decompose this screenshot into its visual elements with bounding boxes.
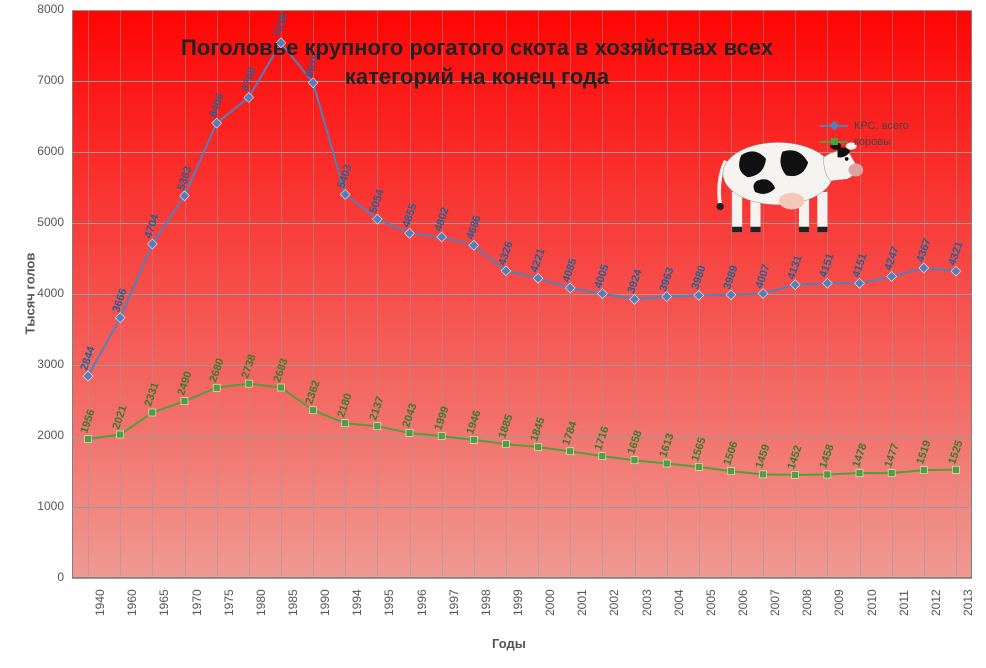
series-cows	[0, 0, 986, 668]
legend-marker-icon	[831, 138, 838, 145]
legend-marker-icon	[830, 121, 840, 131]
legend-swatch	[820, 141, 848, 143]
legend-item: КРС, всего	[820, 120, 909, 132]
legend-item: коровы	[820, 136, 909, 148]
title-line2: категорий на конец года	[142, 63, 812, 92]
legend-label: коровы	[854, 136, 891, 148]
legend: КРС, всего коровы	[820, 120, 909, 152]
chart-title: Поголовье крупного рогатого скота в хозя…	[142, 34, 812, 91]
legend-swatch	[820, 125, 848, 127]
title-line1: Поголовье крупного рогатого скота в хозя…	[142, 34, 812, 63]
legend-label: КРС, всего	[854, 120, 909, 132]
